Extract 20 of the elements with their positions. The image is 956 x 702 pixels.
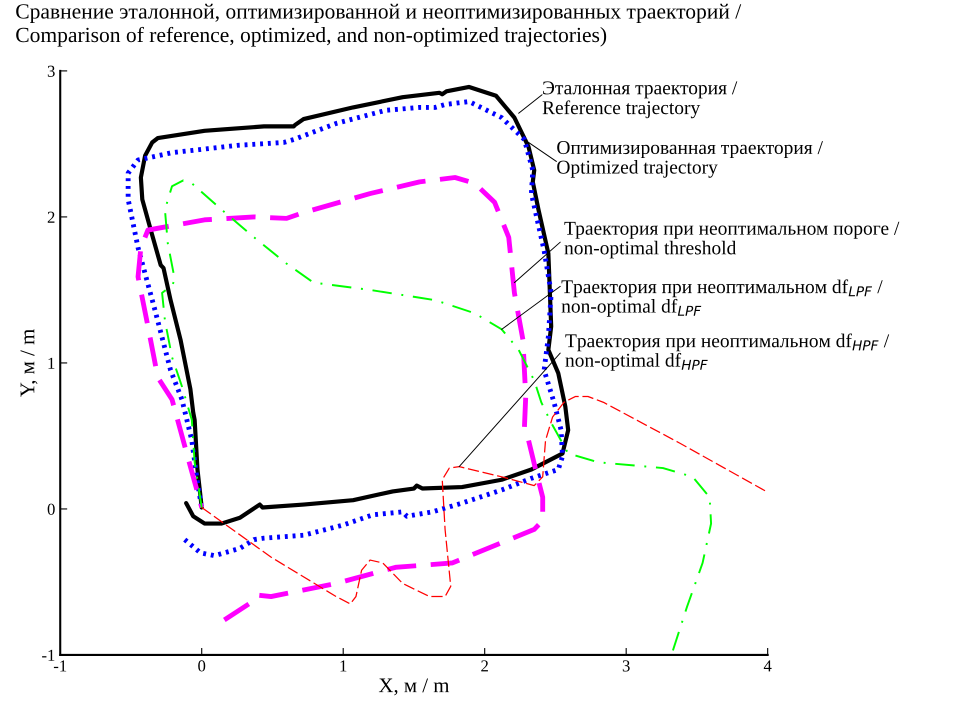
x-tick-label: 4 [764,660,772,672]
x-tick-label: 2 [481,660,488,672]
x-axis-title: X, м / m [378,678,450,696]
annotation: Траектория при неоптимальном пороге / non-optimal threshold [564,222,900,258]
line-series [136,175,546,622]
y-tick-label: 0 [48,504,55,515]
y-tick-label: -1 [42,650,54,661]
text: Траектория при неоптимальном df$_{LPF}$ / non-optimal df$_{LPF}$ [562,279,883,317]
y-axis-title: Y, м / m [20,329,38,397]
y-tick-label: 2 [48,212,54,223]
annotation: Эталонная траектория / Reference trajectory [542,81,738,118]
line-series [201,396,767,604]
text: Траектория при неоптимальном df$_{HPF}$ / non-optimal df$_{HPF}$ [565,333,890,371]
x-tick-label: 1 [340,660,346,672]
chart-title: Сравнение эталонной, оптимизированной и неоптимизированных траекторий / Comparison of reference, optimized, and non-optimized trajectories) [16,4,742,47]
x-tick-label: 3 [622,660,630,672]
y-tick-label: 1 [48,358,54,369]
y-tick-label: 3 [48,66,55,77]
annotation: Оптимизированная траектория / Optimized trajectory [557,141,823,178]
x-tick-label: 0 [198,660,206,672]
